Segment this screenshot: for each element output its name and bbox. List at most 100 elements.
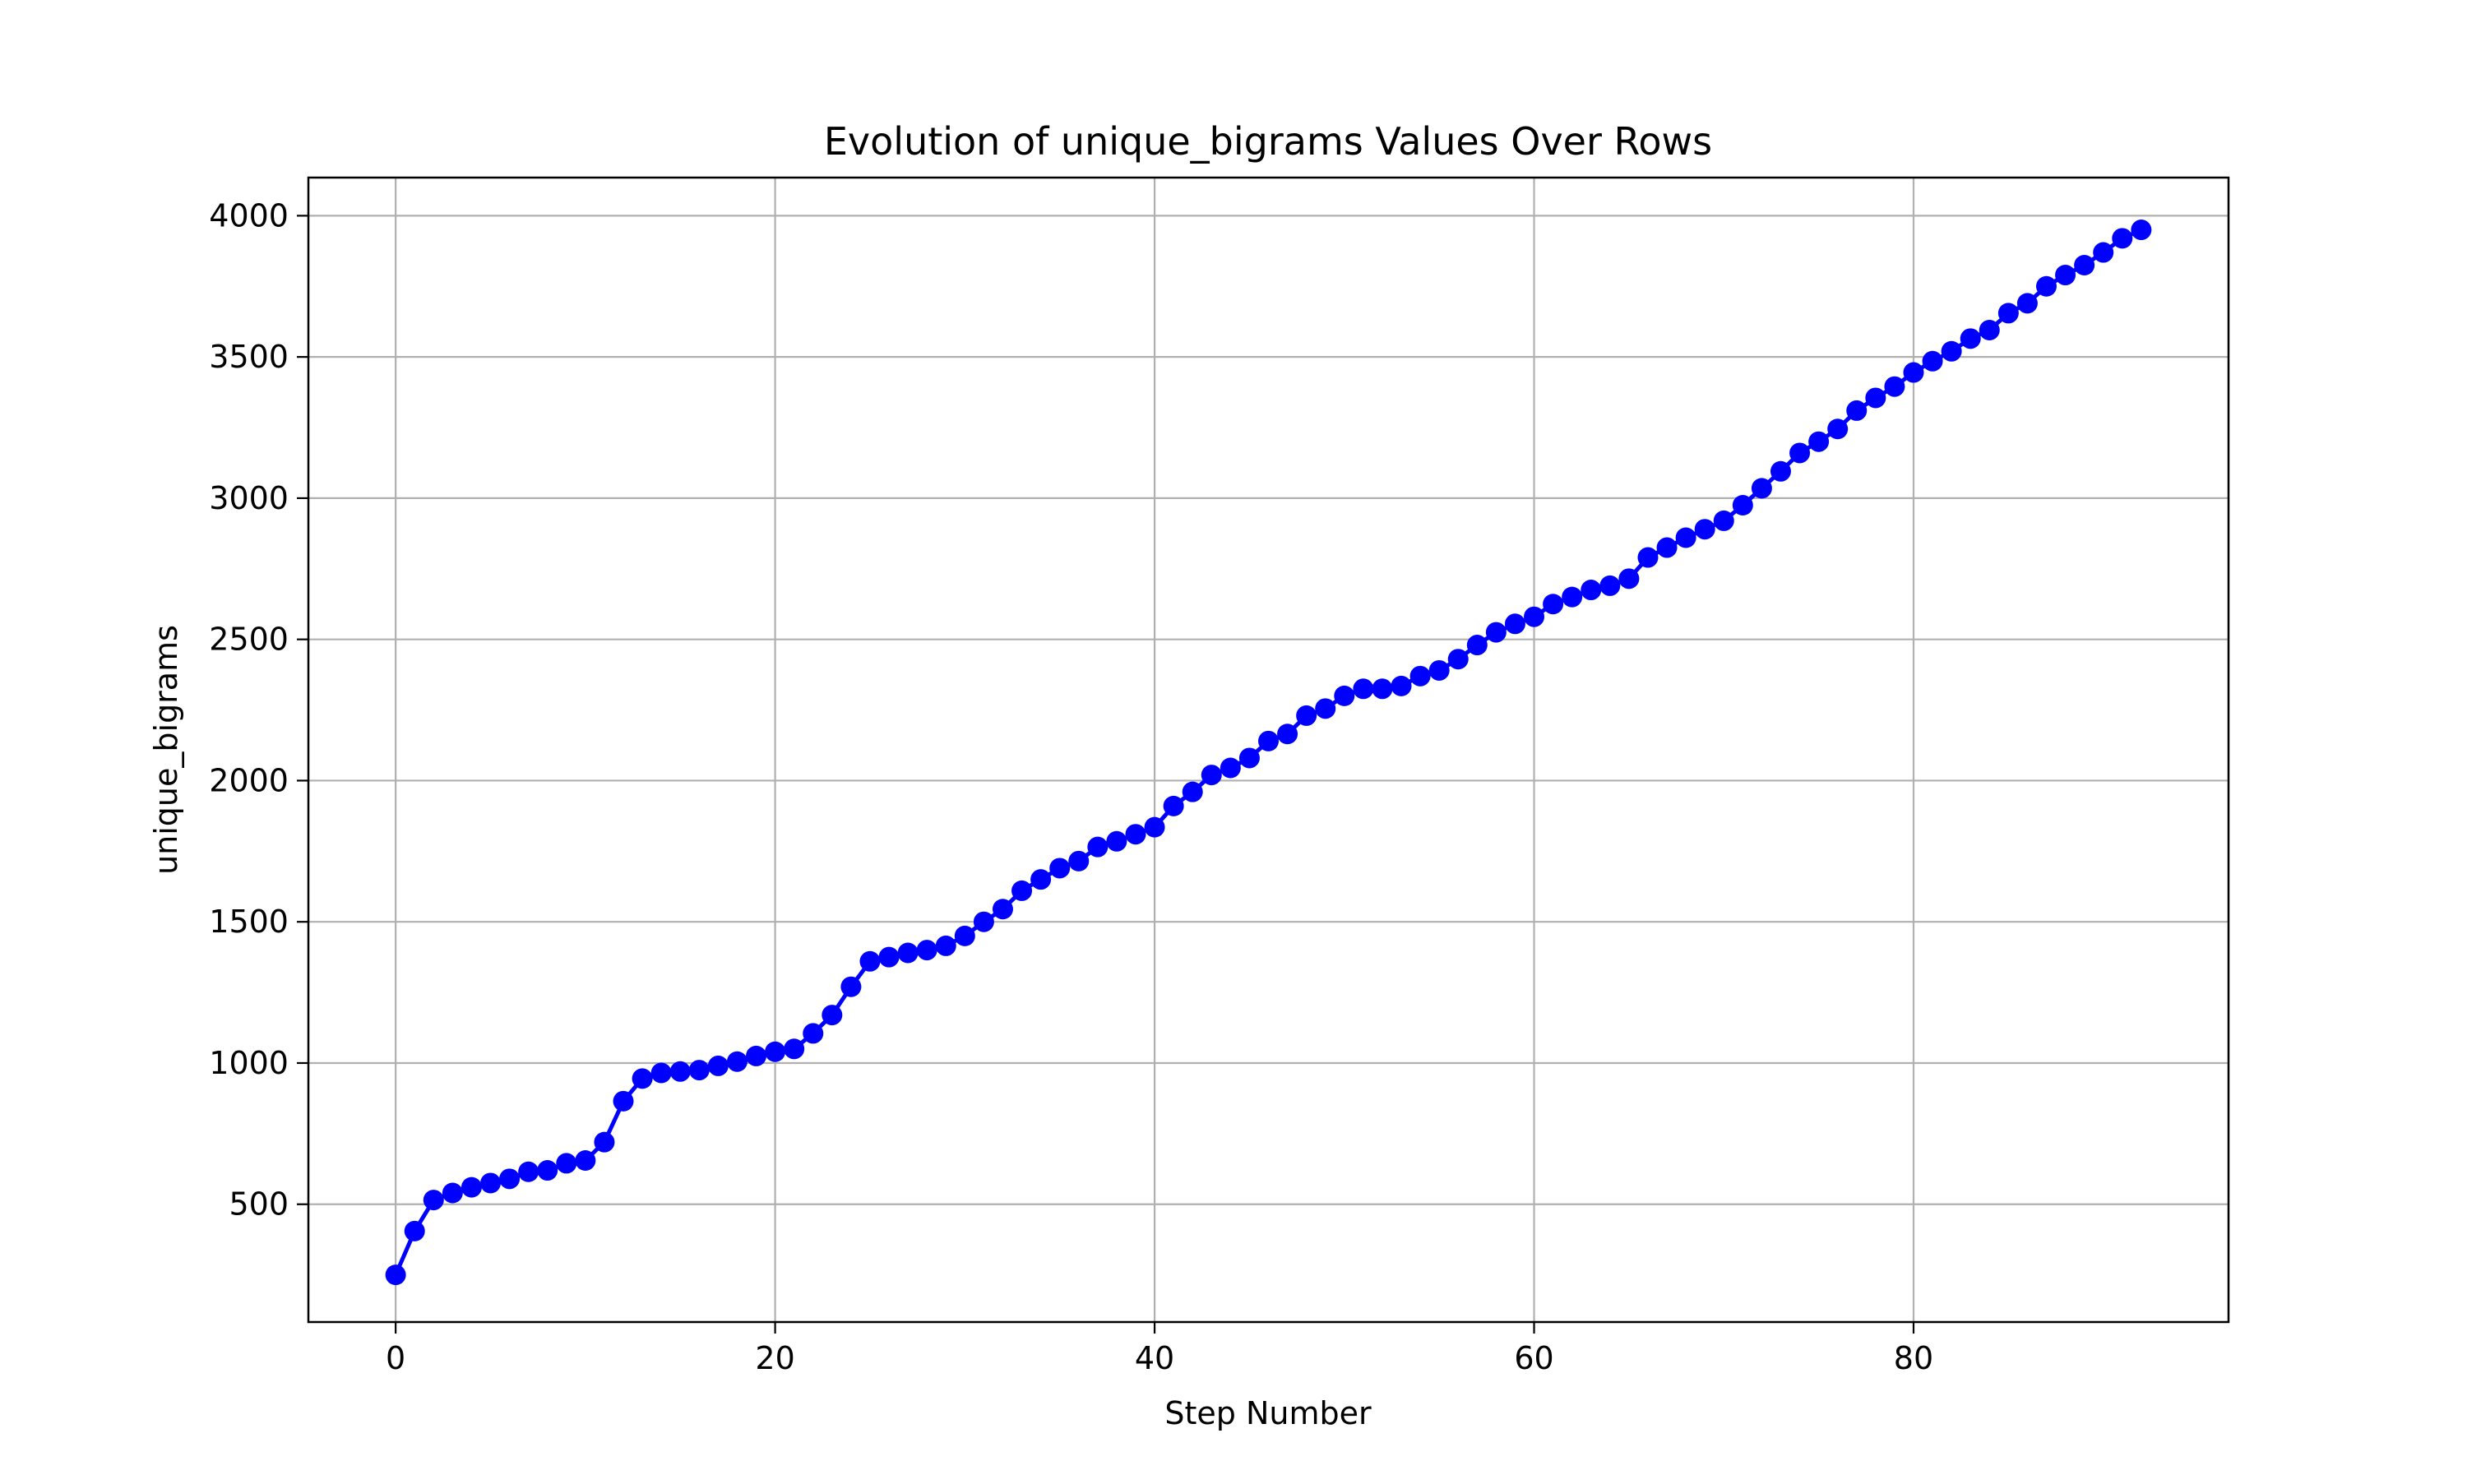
data-point: [537, 1160, 558, 1181]
data-point: [707, 1055, 729, 1076]
data-point: [1979, 320, 2000, 341]
data-point: [1524, 606, 1545, 627]
data-point: [954, 925, 975, 946]
data-point: [1732, 494, 1753, 515]
data-point: [461, 1177, 482, 1198]
data-point: [1618, 568, 1640, 589]
data-point: [1846, 400, 1868, 421]
x-tick-label: 20: [755, 1340, 794, 1376]
data-point: [1049, 858, 1071, 879]
data-point: [1562, 586, 1583, 608]
y-tick-label: 3000: [209, 480, 289, 516]
data-point: [1504, 613, 1525, 635]
y-tick-label: 2000: [209, 762, 289, 798]
data-point: [992, 899, 1013, 920]
data-point: [613, 1090, 634, 1112]
data-point: [1409, 665, 1431, 687]
data-point: [1106, 830, 1127, 852]
data-point: [632, 1068, 653, 1089]
data-point: [1808, 431, 1830, 452]
data-point: [1011, 880, 1033, 901]
data-point: [2016, 293, 2038, 314]
data-point: [1922, 350, 1943, 372]
series: [385, 220, 2152, 1286]
data-point: [1960, 328, 1981, 349]
data-point: [1182, 781, 1203, 802]
x-tick-label: 0: [386, 1340, 405, 1376]
data-point: [575, 1149, 596, 1171]
data-point: [1789, 442, 1811, 464]
data-point: [1447, 649, 1469, 670]
data-point: [688, 1060, 710, 1081]
data-point: [1144, 816, 1165, 838]
data-point: [1391, 675, 1412, 696]
data-point: [1125, 824, 1146, 845]
data-point: [1277, 724, 1298, 745]
data-point: [935, 935, 956, 956]
data-point: [1201, 765, 1222, 786]
y-tick-label: 3500: [209, 339, 289, 375]
x-tick-label: 80: [1894, 1340, 1933, 1376]
data-point: [518, 1161, 539, 1182]
data-point: [594, 1131, 615, 1153]
data-point: [1485, 622, 1507, 643]
data-point: [2112, 228, 2133, 249]
data-point: [1466, 635, 1488, 656]
data-point: [784, 1038, 805, 1060]
data-point: [1865, 387, 1886, 409]
data-point: [385, 1264, 406, 1286]
x-tick-label: 60: [1514, 1340, 1553, 1376]
grid: [308, 178, 2229, 1322]
y-tick-label: 500: [229, 1186, 289, 1223]
data-point: [1163, 795, 1184, 816]
data-point: [822, 1005, 843, 1026]
data-point: [1068, 850, 1090, 871]
data-point: [973, 911, 994, 932]
data-point: [423, 1190, 444, 1211]
plot-frame: [307, 176, 2230, 1324]
data-point: [2035, 275, 2057, 297]
y-tick-label: 4000: [209, 197, 289, 233]
data-point: [1353, 678, 1374, 700]
data-point: [1694, 519, 1715, 540]
data-point: [726, 1051, 748, 1072]
data-point: [1543, 594, 1564, 615]
data-point: [1258, 730, 1279, 751]
x-axis-label: Step Number: [1164, 1395, 1372, 1431]
x-tick-label: 40: [1135, 1340, 1174, 1376]
y-tick-label: 1000: [209, 1045, 289, 1081]
ticks: 0 20 40 60 80 500 1000 1500 2000 2500 3000 3500 4000: [209, 197, 1933, 1376]
data-point: [1428, 659, 1450, 681]
data-point: [878, 946, 900, 968]
data-point: [1087, 836, 1109, 858]
data-point: [840, 976, 862, 997]
data-point: [1220, 757, 1241, 779]
data-point: [1238, 747, 1260, 769]
data-point: [859, 950, 881, 972]
data-point: [1656, 537, 1678, 558]
y-tick-label: 1500: [209, 904, 289, 940]
data-point: [669, 1061, 691, 1082]
chart-title: Evolution of unique_bigrams Values Over …: [824, 119, 1712, 164]
data-point: [1770, 460, 1791, 482]
data-point: [2055, 265, 2076, 286]
data-point: [499, 1168, 521, 1190]
data-point: [2093, 242, 2114, 263]
data-point: [442, 1182, 463, 1204]
data-point: [1296, 705, 1317, 726]
data-point: [1884, 376, 1905, 397]
data-point: [2074, 254, 2095, 275]
data-point: [1827, 418, 1849, 440]
data-point: [1713, 510, 1734, 531]
y-axis-label: unique_bigrams: [148, 625, 184, 875]
data-point: [1581, 580, 1602, 601]
data-point: [650, 1062, 672, 1084]
data-point: [916, 940, 937, 961]
data-point: [897, 942, 919, 964]
data-point: [480, 1172, 502, 1194]
data-point: [1334, 685, 1355, 706]
data-point: [1997, 303, 2019, 324]
